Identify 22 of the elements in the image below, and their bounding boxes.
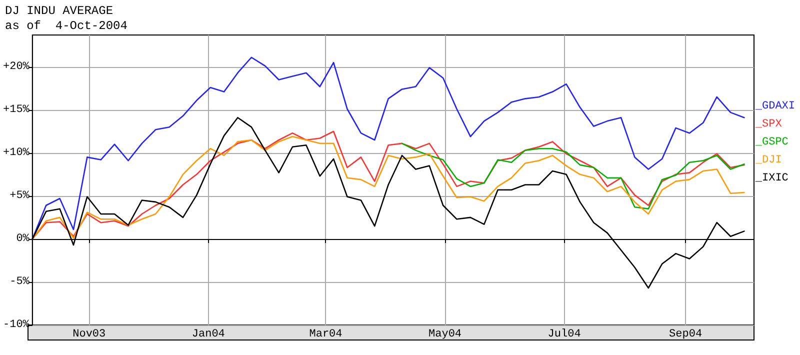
text: _IXIC (754, 172, 789, 184)
y-tick-label: -5% (10, 276, 30, 288)
x-tick-label: Nov03 (72, 328, 106, 340)
series-label: _GDAXI (754, 100, 796, 112)
x-tick-label: Jul04 (548, 328, 582, 340)
x-tick-label: May04 (428, 328, 462, 340)
y-tick-label: +20% (3, 60, 30, 73)
chart-title: DJ INDU AVERAGE (5, 4, 114, 18)
y-tick-label: 0% (16, 232, 30, 245)
series-label: _GSPC (754, 136, 789, 148)
x-tick-label: Sep04 (669, 328, 702, 340)
y-tick-label: +10% (3, 146, 30, 159)
y-tick-label: +5% (10, 190, 30, 202)
text: _DJI (754, 154, 782, 166)
x-tick-label: Jan04 (192, 328, 226, 340)
x-tick-label: Mar04 (309, 328, 343, 340)
line-series (401, 142, 745, 210)
line-series (32, 56, 745, 240)
text: _SPX (754, 118, 782, 130)
y-tick-label: -10% (3, 319, 30, 331)
chart-subtitle: as of 4-Oct-2004 (5, 19, 128, 33)
y-tick-label: +15% (3, 104, 30, 116)
